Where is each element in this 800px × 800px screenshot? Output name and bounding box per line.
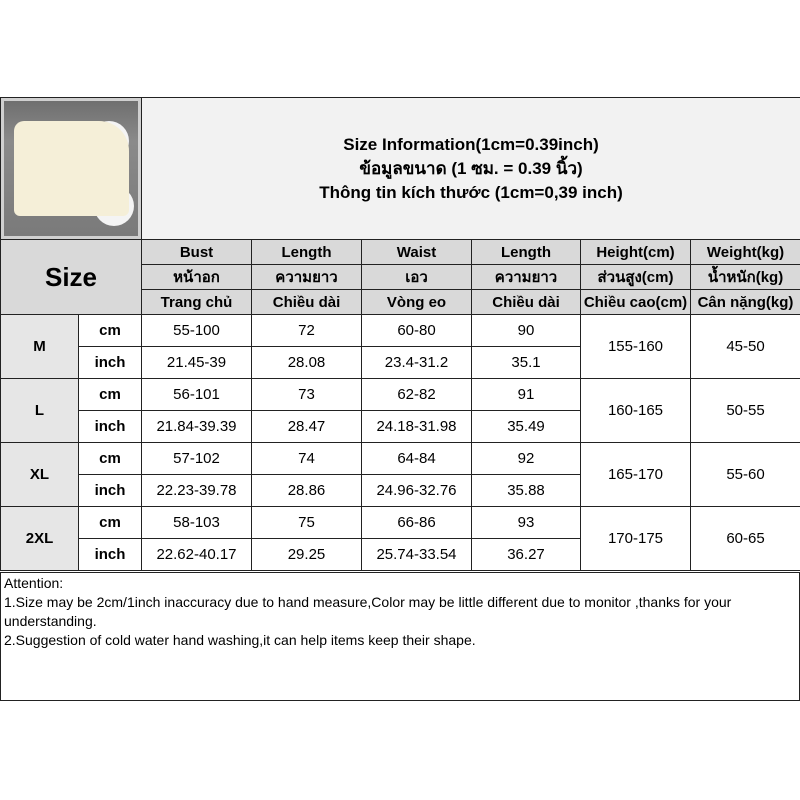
column-header-vi: Cân nặng(kg) — [689, 289, 800, 315]
product-photo — [0, 97, 142, 240]
size-name: XL — [0, 442, 79, 507]
column-header-th: เอว — [361, 264, 472, 290]
size-info-title: Size Information(1cm=0.39inch) ข้อมูลขนา… — [140, 97, 800, 240]
inch-value: 29.25 — [251, 538, 362, 571]
cm-value: 58-103 — [141, 506, 252, 539]
notes-heading: Attention: — [4, 575, 64, 591]
inch-value: 28.86 — [251, 474, 362, 507]
column-header-vi: Chiều dài — [251, 289, 362, 315]
inch-value: 28.08 — [251, 346, 362, 379]
cm-value: 57-102 — [141, 442, 252, 475]
column-header-en: Height(cm) — [580, 239, 691, 265]
column-header-vi: Chiều cao(cm) — [580, 289, 691, 315]
cm-value: 66-86 — [361, 506, 472, 539]
cm-value: 74 — [251, 442, 362, 475]
unit-label: cm — [78, 314, 142, 347]
height-value: 160-165 — [580, 378, 691, 443]
inch-value: 36.27 — [471, 538, 581, 571]
weight-value: 60-65 — [689, 506, 800, 571]
inch-value: 24.96-32.76 — [361, 474, 472, 507]
cm-value: 92 — [471, 442, 581, 475]
unit-label: inch — [78, 538, 142, 571]
cm-value: 64-84 — [361, 442, 472, 475]
inch-value: 24.18-31.98 — [361, 410, 472, 443]
inch-value: 35.88 — [471, 474, 581, 507]
cm-value: 93 — [471, 506, 581, 539]
column-header-en: Waist — [361, 239, 472, 265]
inch-value: 35.1 — [471, 346, 581, 379]
column-header-en: Bust — [141, 239, 252, 265]
inch-value: 22.23-39.78 — [141, 474, 252, 507]
cm-value: 62-82 — [361, 378, 472, 411]
size-name: M — [0, 314, 79, 379]
inch-value: 28.47 — [251, 410, 362, 443]
cm-value: 73 — [251, 378, 362, 411]
note-line-2: 2.Suggestion of cold water hand washing,… — [4, 632, 476, 648]
cm-value: 55-100 — [141, 314, 252, 347]
inch-value: 23.4-31.2 — [361, 346, 472, 379]
unit-label: inch — [78, 346, 142, 379]
title-vietnamese: Thông tin kích thước (1cm=0,39 inch) — [319, 182, 623, 202]
unit-label: inch — [78, 474, 142, 507]
title-english: Size Information(1cm=0.39inch) — [343, 134, 599, 154]
column-header-th: ความยาว — [251, 264, 362, 290]
unit-label: cm — [78, 442, 142, 475]
size-name: L — [0, 378, 79, 443]
cm-value: 91 — [471, 378, 581, 411]
size-name: 2XL — [0, 506, 79, 571]
cm-value: 72 — [251, 314, 362, 347]
weight-value: 45-50 — [689, 314, 800, 379]
weight-value: 55-60 — [689, 442, 800, 507]
column-header-th: ส่วนสูง(cm) — [580, 264, 691, 290]
cm-value: 75 — [251, 506, 362, 539]
inch-value: 35.49 — [471, 410, 581, 443]
inch-value: 25.74-33.54 — [361, 538, 472, 571]
column-header-vi: Chiều dài — [471, 289, 581, 315]
cm-value: 90 — [471, 314, 581, 347]
column-header-en: Length — [251, 239, 362, 265]
inch-value: 21.84-39.39 — [141, 410, 252, 443]
unit-label: inch — [78, 410, 142, 443]
attention-notes: Attention: 1.Size may be 2cm/1inch inacc… — [0, 572, 800, 701]
size-chart-table: Size Information(1cm=0.39inch) ข้อมูลขนา… — [0, 97, 800, 571]
column-header-en: Length — [471, 239, 581, 265]
title-thai: ข้อมูลขนาด (1 ซม. = 0.39 นิ้ว) — [359, 158, 583, 178]
column-header-th: ความยาว — [471, 264, 581, 290]
unit-label: cm — [78, 378, 142, 411]
cm-value: 56-101 — [141, 378, 252, 411]
note-line-1: 1.Size may be 2cm/1inch inaccuracy due t… — [4, 594, 732, 629]
height-value: 155-160 — [580, 314, 691, 379]
cm-value: 60-80 — [361, 314, 472, 347]
column-header-vi: Vòng eo — [361, 289, 472, 315]
unit-label: cm — [78, 506, 142, 539]
inch-value: 22.62-40.17 — [141, 538, 252, 571]
weight-value: 50-55 — [689, 378, 800, 443]
size-header: Size — [0, 239, 142, 315]
height-value: 170-175 — [580, 506, 691, 571]
column-header-th: หน้าอก — [141, 264, 252, 290]
column-header-en: Weight(kg) — [689, 239, 800, 265]
height-value: 165-170 — [580, 442, 691, 507]
column-header-vi: Trang chủ — [141, 289, 252, 315]
column-header-th: น้ำหนัก(kg) — [689, 264, 800, 290]
inch-value: 21.45-39 — [141, 346, 252, 379]
